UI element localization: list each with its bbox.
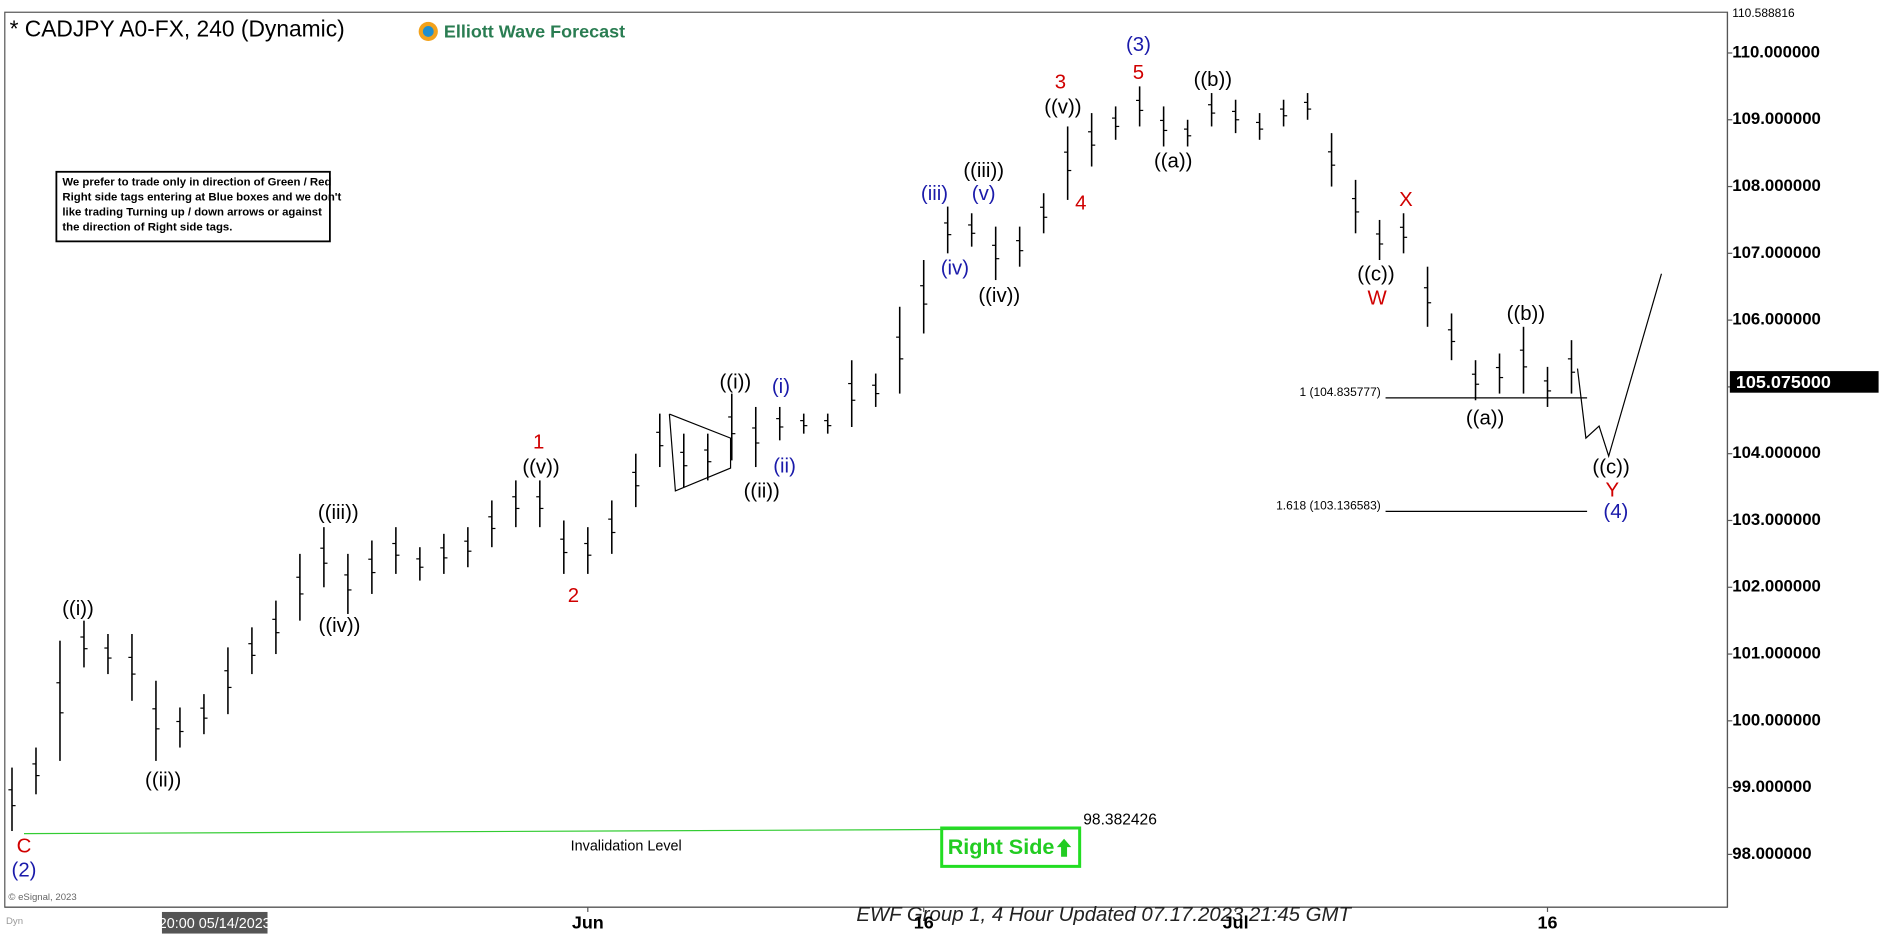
note-line: We prefer to trade only in direction of … [62, 177, 331, 189]
wave-label: ((iii)) [318, 502, 359, 524]
invalidation-line [23, 828, 1080, 835]
wave-label: 3 [1055, 71, 1066, 93]
wave-label: ((iii)) [963, 160, 1004, 182]
wave-label: 5 [1133, 62, 1144, 84]
y-tick-label: 107.000000 [1732, 243, 1821, 262]
brand-logo: Elliott Wave Forecast [418, 21, 625, 41]
note-text: We prefer to trade only in direction of … [62, 177, 341, 234]
wave-label: (i) [772, 376, 790, 398]
fib-label: 1.618 (103.136583) [1276, 499, 1381, 513]
wave-label: (2) [12, 860, 37, 882]
y-tick-label: 106.000000 [1732, 310, 1821, 329]
x-tick-label: 16 [914, 913, 934, 933]
brand-name: Elliott Wave Forecast [444, 21, 625, 41]
x-tick-label: Jul [1223, 913, 1249, 933]
wave-label: (ii) [773, 455, 796, 477]
wave-label: (v) [972, 183, 996, 205]
invalidation-value: 98.382426 [1083, 812, 1157, 829]
y-tick-label: 110.000000 [1732, 42, 1820, 61]
note-line: Right side tags entering at Blue boxes a… [62, 192, 341, 204]
last-price-label: 105.075000 [1736, 372, 1831, 392]
wave-label: ((i)) [62, 598, 94, 620]
wave-label: ((iv)) [978, 285, 1020, 307]
y-tick-label: 108.000000 [1732, 176, 1821, 195]
last-price-box [1729, 371, 1879, 393]
wave-label: 4 [1075, 193, 1086, 215]
chart-title: * CADJPY A0-FX, 240 (Dynamic) [10, 15, 345, 41]
projection-path [1576, 273, 1663, 459]
right-side-label: Right Side [948, 834, 1055, 859]
fib-label: 1 (104.835777) [1299, 385, 1380, 399]
wave-label: ((ii)) [145, 770, 181, 792]
wave-label: ((c)) [1357, 263, 1394, 285]
wave-label: ((a)) [1466, 407, 1504, 429]
y-tick-label: 109.000000 [1732, 109, 1821, 128]
wave-label: (iv) [941, 257, 969, 279]
copyright: © eSignal, 2023 [8, 892, 76, 903]
y-tick-label: 104.000000 [1732, 443, 1821, 462]
wave-label: X [1399, 189, 1413, 211]
y-tick-label: 98.000000 [1732, 844, 1811, 863]
wave-label: (3) [1126, 34, 1151, 56]
y-tick-label: 99.000000 [1732, 777, 1811, 796]
wave-label: Y [1605, 479, 1619, 501]
wave-label: ((b)) [1194, 69, 1232, 91]
wave-label: (4) [1603, 501, 1628, 523]
right-side-box [940, 826, 1082, 868]
invalidation-label: Invalidation Level [571, 839, 682, 855]
triangle-pattern [668, 413, 732, 492]
wave-label: ((v)) [1044, 97, 1081, 119]
right-side-arrow [1056, 838, 1072, 857]
wave-label: (iii) [921, 183, 948, 205]
corner-label: Dyn [6, 916, 23, 927]
wave-label: ((a)) [1154, 151, 1192, 173]
wave-label: 1 [533, 431, 544, 453]
x-tick-label: 16 [1537, 913, 1557, 933]
logo-icon-inner [422, 26, 434, 37]
wave-label: 2 [568, 585, 579, 607]
cursor-label-bg [161, 911, 268, 934]
wave-label: ((v)) [522, 456, 559, 478]
axis-top-value: 110.588816 [1732, 6, 1795, 20]
wave-label: ((b)) [1507, 303, 1545, 325]
wave-label: C [17, 836, 32, 858]
x-tick-label: Jun [572, 913, 604, 933]
footer: EWF Group 1, 4 Hour Updated 07.17.2023 2… [856, 904, 1352, 926]
note-box [55, 170, 331, 243]
y-tick-label: 100.000000 [1732, 710, 1821, 729]
wave-label: W [1368, 287, 1388, 309]
y-tick-label: 103.000000 [1732, 510, 1821, 529]
wave-label: ((ii)) [744, 480, 780, 502]
y-tick-label: 101.000000 [1732, 643, 1821, 662]
cursor-label: 20:00 05/14/2023 [159, 916, 271, 932]
note-line: the direction of Right side tags. [62, 222, 232, 234]
wave-label: ((i)) [720, 371, 752, 393]
wave-label: ((iv)) [319, 615, 361, 637]
y-tick-label: 102.000000 [1732, 577, 1821, 596]
note-line: like trading Turning up / down arrows or… [62, 207, 322, 219]
wave-label: ((c)) [1592, 456, 1629, 478]
